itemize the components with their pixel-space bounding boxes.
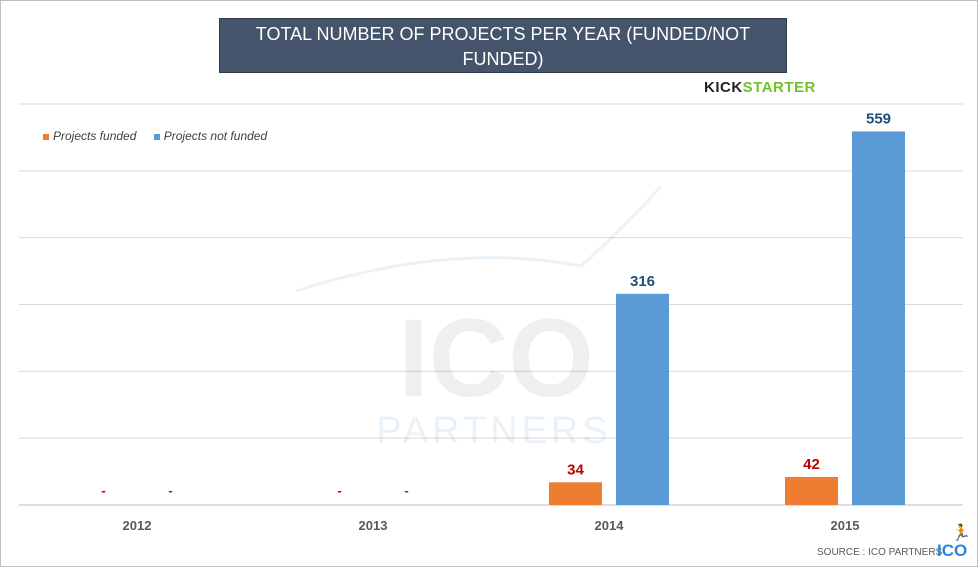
logo-kick: KICK	[704, 79, 743, 96]
bar	[852, 131, 905, 505]
data-label: -	[101, 483, 105, 498]
ico-logo: ICO	[937, 541, 968, 560]
legend-item-funded: Projects funded	[43, 129, 136, 143]
title-line-1: TOTAL NUMBER OF PROJECTS PER YEAR (FUNDE…	[255, 24, 751, 69]
legend-label: Projects not funded	[163, 129, 268, 143]
bar	[785, 476, 838, 505]
data-label: -	[168, 483, 172, 498]
legend-swatch	[43, 134, 49, 140]
bar	[549, 482, 602, 505]
x-tick-label: 2015	[831, 518, 860, 533]
logo-starter: STARTER	[742, 79, 816, 96]
x-tick-label: 2012	[123, 518, 152, 533]
watermark-partners: PARTNERS	[376, 410, 611, 452]
x-tick-label: 2014	[595, 518, 625, 533]
watermark: ICO PARTNERS	[295, 185, 663, 452]
data-label: -	[337, 483, 341, 498]
x-tick-label: 2013	[359, 518, 388, 533]
data-label: 34	[567, 461, 584, 478]
data-label: 316	[630, 273, 655, 290]
legend-swatch	[153, 134, 160, 140]
kickstarter-logo: KICKSTARTER	[704, 79, 816, 96]
legend: Projects funded Projects not funded	[43, 129, 281, 143]
legend-item-not-funded: Projects not funded	[153, 129, 268, 143]
title-line-2: - CATEGORY MOBILE GAMES	[376, 74, 630, 94]
data-label: 559	[866, 110, 891, 127]
runner-icon: 🏃	[951, 525, 971, 542]
bar	[616, 293, 669, 505]
watermark-ico: ICO	[398, 297, 594, 420]
chart-title: TOTAL NUMBER OF PROJECTS PER YEAR (FUNDE…	[219, 18, 787, 94]
source-note: SOURCE : ICO PARTNERS	[817, 547, 943, 558]
data-label: -	[404, 483, 408, 498]
legend-label: Projects funded	[53, 129, 137, 143]
data-label: 42	[803, 456, 820, 473]
